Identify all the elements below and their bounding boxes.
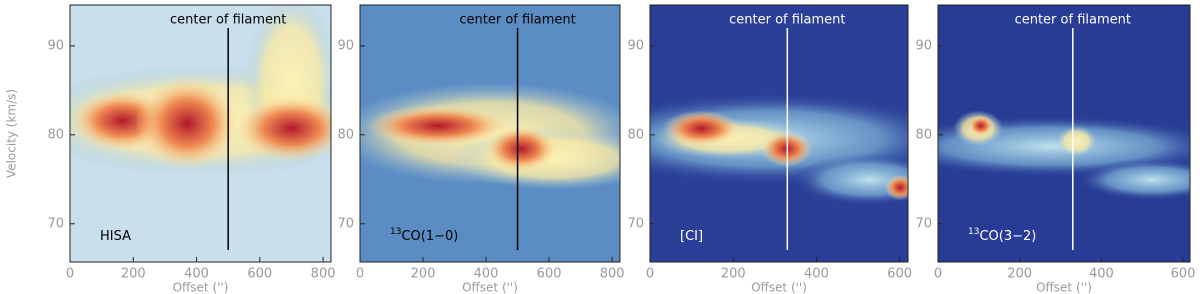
panel-label-text: [CI] [680,229,703,244]
panel: 0 200 400 600 800 70 80 90 Offset ('') Velocity (… [5,4,336,294]
x-axis-label: Offset ('') [751,281,807,294]
x-tick-label: 200 [411,267,436,282]
plot-frame [937,4,1191,263]
y-tick-label: 90 [915,38,932,53]
y-axis-label: Velocity (km/s) [5,89,19,178]
heatmap-image [360,5,620,262]
x-tick-label: 600 [247,267,272,282]
annotation: center of filament [170,13,286,28]
panel: 0 200 400 600 800 70 80 90 Offset ('') center of … [337,4,625,294]
panel-label-text: CO(3−2) [979,229,1036,244]
y-tick-label: 70 [337,216,354,231]
panel-label-sup: 13 [390,227,401,237]
y-tick-label: 70 [47,216,64,231]
heatmap-image [938,5,1190,262]
heatmap-image [650,5,908,262]
y-tick-label: 80 [627,127,644,142]
emission [884,174,908,201]
y-tick-label: 90 [47,38,64,53]
emission [484,125,558,173]
y-tick-label: 80 [337,127,354,142]
panel-label: HISA [100,229,131,244]
x-tick-label: 200 [721,267,746,282]
x-tick-label: 600 [887,267,912,282]
panel: 0 200 400 600 70 80 90 Offset ('') center of fil… [627,4,912,294]
panel: 0 200 400 600 70 80 90 Offset ('') center of fil… [915,4,1196,294]
y-tick-label: 70 [915,216,932,231]
plot-frame [649,4,909,263]
x-tick-label: 400 [804,267,829,282]
x-tick-label: 800 [600,267,625,282]
x-tick-label: 0 [66,267,74,282]
y-tick-label: 80 [47,127,64,142]
annotation: center of filament [459,13,575,28]
heatmap-image [70,5,331,262]
emission [365,105,511,147]
x-axis-label: Offset ('') [173,281,229,294]
x-tick-label: 200 [121,267,146,282]
panel-label: 13CO(3−2) [968,227,1036,244]
x-tick-label: 0 [934,267,942,282]
panel-label-sup: 13 [968,227,979,237]
y-tick-label: 90 [337,38,354,53]
y-tick-label: 70 [627,216,644,231]
emission [968,115,994,137]
panel-label-text: CO(1−0) [401,229,458,244]
emission [791,154,908,206]
x-tick-label: 0 [356,267,364,282]
y-tick-label: 90 [627,38,644,53]
x-tick-label: 800 [311,267,336,282]
plot-frame [69,4,332,263]
x-tick-label: 400 [474,267,499,282]
emission [234,94,331,162]
panel-label: [CI] [680,229,703,244]
x-tick-label: 200 [1007,267,1032,282]
annotation: center of filament [1015,13,1131,28]
x-axis-label: Offset ('') [1036,281,1092,294]
emission [135,76,240,170]
x-tick-label: 0 [646,267,654,282]
x-axis-label: Offset ('') [462,281,518,294]
plot-frame [359,4,621,263]
emission [1076,159,1190,201]
panel-label-text: HISA [100,229,131,244]
panel-label: 13CO(1−0) [390,227,458,244]
x-tick-label: 400 [1089,267,1114,282]
x-tick-label: 600 [1171,267,1196,282]
y-tick-label: 80 [915,127,932,142]
annotation: center of filament [729,13,845,28]
emission [1056,125,1097,157]
x-tick-label: 400 [184,267,209,282]
x-tick-label: 600 [537,267,562,282]
emission [662,110,741,147]
